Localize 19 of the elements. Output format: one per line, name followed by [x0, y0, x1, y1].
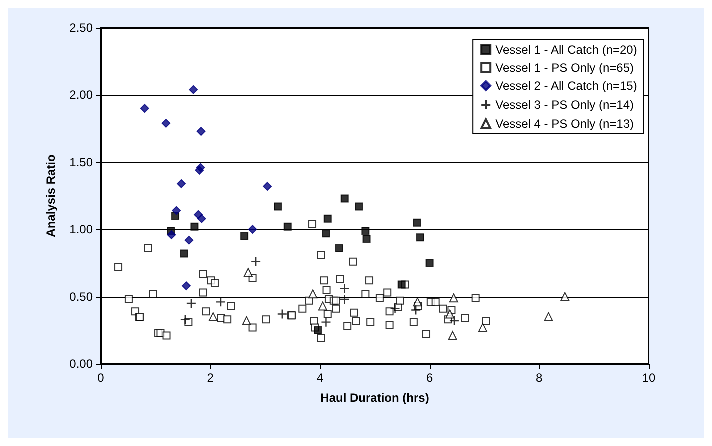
y-tick-label: 1.50	[70, 155, 94, 170]
y-axis-title: Analysis Ratio	[44, 154, 58, 238]
x-tick-label: 0	[98, 371, 105, 385]
y-tick-label: 0.00	[70, 357, 94, 371]
y-tick-label: 0.50	[70, 290, 94, 304]
x-tick-label: 2	[207, 371, 214, 385]
x-tick-label: 8	[536, 371, 544, 385]
legend-label: Vessel 1 - All Catch (n=20)	[496, 43, 638, 57]
legend-label: Vessel 3 - PS Only (n=14)	[496, 98, 634, 112]
legend-label: Vessel 1 - PS Only (n=65)	[496, 61, 634, 75]
x-tick-label: 10	[642, 371, 656, 385]
y-tick-label: 1.00	[70, 222, 94, 237]
y-tick-label: 2.00	[70, 88, 94, 102]
x-axis-title: Haul Duration (hrs)	[320, 391, 430, 405]
x-tick-label: 4	[316, 371, 324, 385]
y-tick-label: 2.50	[70, 21, 94, 35]
x-tick-label: 6	[426, 371, 434, 385]
legend-label: Vessel 2 - All Catch (n=15)	[496, 79, 638, 93]
legend-label: Vessel 4 - PS Only (n=13)	[496, 117, 634, 131]
